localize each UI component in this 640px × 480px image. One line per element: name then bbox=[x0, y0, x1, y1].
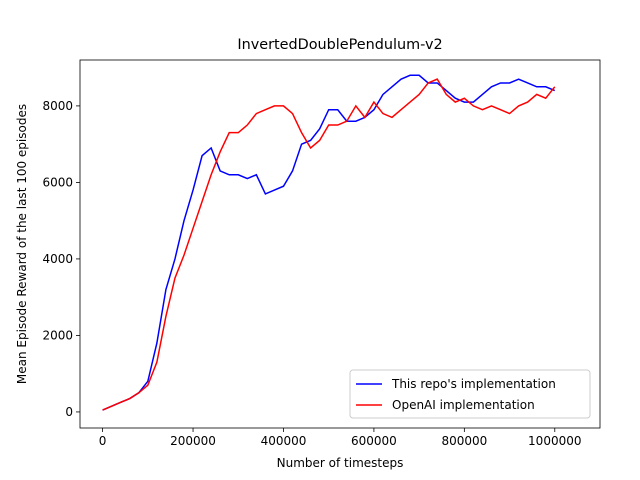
y-tick-label: 0 bbox=[65, 405, 73, 419]
x-tick-label: 800000 bbox=[441, 434, 487, 448]
y-tick-label: 4000 bbox=[42, 252, 73, 266]
x-tick-label: 600000 bbox=[351, 434, 397, 448]
line-series bbox=[102, 74, 556, 411]
y-axis-label: Mean Episode Reward of the last 100 epis… bbox=[15, 104, 29, 384]
line-series bbox=[102, 78, 556, 411]
x-tick-label: 0 bbox=[99, 434, 107, 448]
x-tick-label: 400000 bbox=[261, 434, 307, 448]
y-tick-label: 2000 bbox=[42, 328, 73, 342]
legend-box bbox=[349, 369, 591, 419]
plot-frame bbox=[79, 59, 601, 429]
y-tick-label: 6000 bbox=[42, 175, 73, 189]
legend-label: OpenAI implementation bbox=[392, 398, 535, 412]
x-axis-label: Number of timesteps bbox=[277, 456, 404, 470]
y-tick-label: 8000 bbox=[42, 99, 73, 113]
x-tick-label: 1000000 bbox=[528, 434, 581, 448]
legend-label: This repo's implementation bbox=[391, 377, 556, 391]
x-tick-label: 200000 bbox=[170, 434, 216, 448]
chart-title: InvertedDoublePendulum-v2 bbox=[237, 37, 442, 53]
